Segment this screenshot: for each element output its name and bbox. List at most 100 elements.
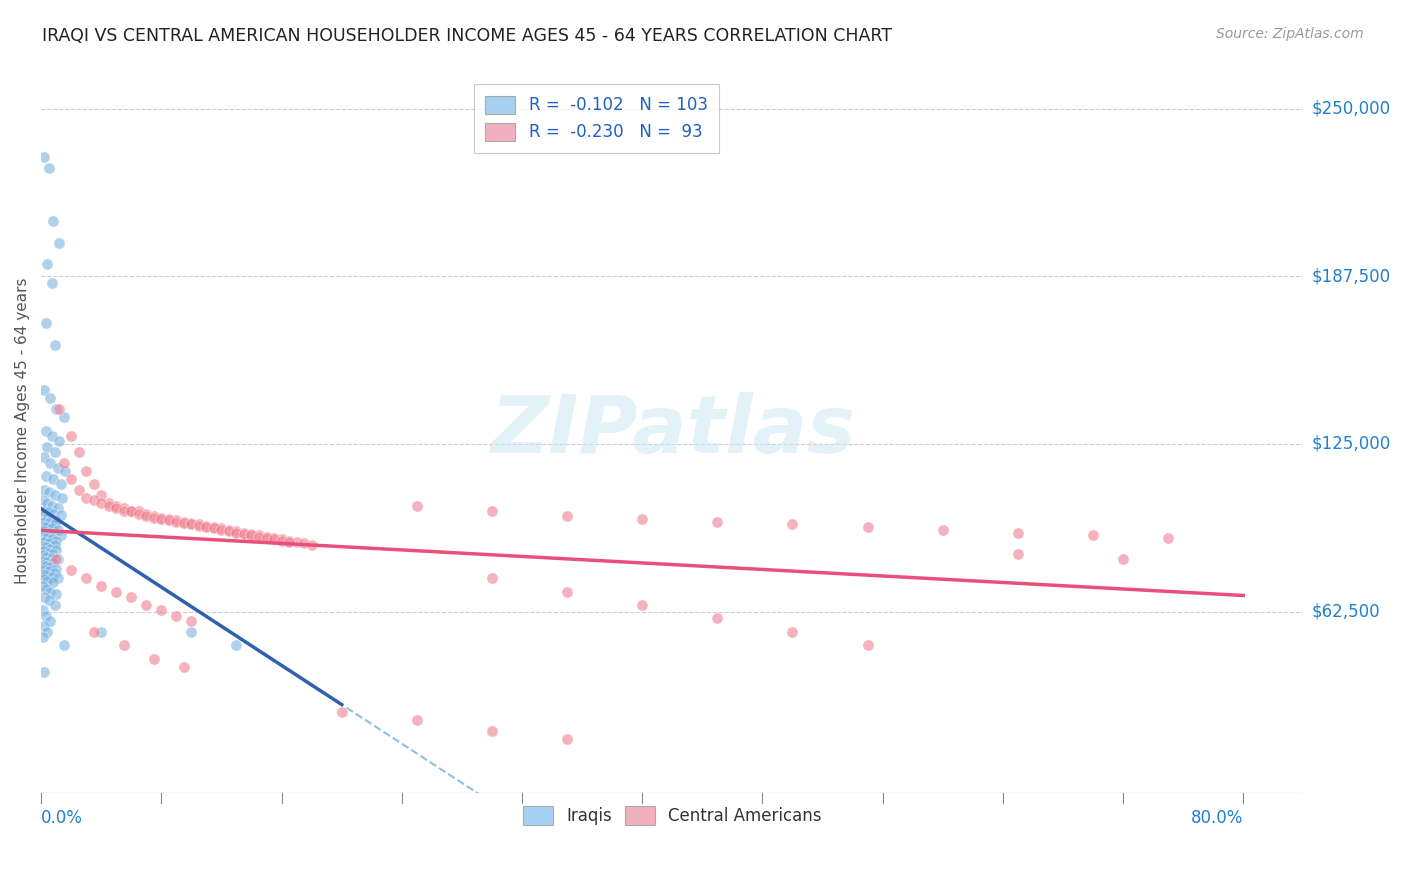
Point <box>42 547 65 561</box>
Point <box>218 524 240 538</box>
Point <box>46 571 69 585</box>
Point <box>782 517 804 532</box>
Point <box>83 624 105 639</box>
Point <box>32 590 55 604</box>
Point <box>150 510 173 524</box>
Point <box>52 410 75 425</box>
Point <box>481 504 503 518</box>
Point <box>60 429 83 443</box>
Point <box>38 536 60 550</box>
Text: Source: ZipAtlas.com: Source: ZipAtlas.com <box>1216 27 1364 41</box>
Point <box>75 491 97 505</box>
Point <box>187 517 209 532</box>
Point <box>782 624 804 639</box>
Point <box>256 531 278 545</box>
Point <box>44 598 66 612</box>
Text: $250,000: $250,000 <box>1312 100 1391 118</box>
Point <box>42 526 65 541</box>
Point <box>278 533 301 548</box>
Point <box>41 429 63 443</box>
Point <box>112 638 135 652</box>
Point <box>51 491 73 505</box>
Point <box>44 517 66 532</box>
Point <box>90 624 112 639</box>
Point <box>32 384 55 398</box>
Point <box>856 638 879 652</box>
Point <box>270 533 292 548</box>
Point <box>32 665 55 679</box>
Point <box>39 541 62 556</box>
Point <box>45 533 67 548</box>
Point <box>405 499 427 513</box>
Point <box>142 509 165 524</box>
Point <box>60 472 83 486</box>
Point <box>42 214 65 228</box>
Point <box>128 504 150 518</box>
Point <box>142 651 165 665</box>
Point <box>48 235 70 250</box>
Point <box>1007 547 1029 561</box>
Point <box>37 440 59 454</box>
Point <box>120 504 142 518</box>
Point <box>32 450 55 465</box>
Point <box>46 501 69 516</box>
Point <box>83 493 105 508</box>
Point <box>225 525 247 540</box>
Point <box>45 543 67 558</box>
Point <box>37 555 59 569</box>
Point <box>233 526 256 541</box>
Point <box>34 424 56 438</box>
Point <box>32 150 55 164</box>
Point <box>44 566 66 580</box>
Point <box>48 402 70 417</box>
Point <box>1157 531 1180 545</box>
Point <box>263 531 285 545</box>
Point <box>218 523 240 537</box>
Point <box>37 574 59 588</box>
Point <box>195 520 218 534</box>
Point <box>60 563 83 577</box>
Point <box>173 659 195 673</box>
Point <box>41 276 63 290</box>
Point <box>31 603 53 617</box>
Point <box>150 512 173 526</box>
Point <box>270 532 292 546</box>
Point <box>165 513 187 527</box>
Point <box>240 528 263 542</box>
Point <box>135 598 157 612</box>
Point <box>856 520 879 534</box>
Point <box>32 534 55 549</box>
Point <box>173 515 195 529</box>
Point <box>32 504 55 518</box>
Point <box>39 456 62 470</box>
Point <box>34 568 56 582</box>
Point <box>105 584 128 599</box>
Point <box>31 558 53 572</box>
Point <box>31 539 53 553</box>
Point <box>75 571 97 585</box>
Point <box>41 570 63 584</box>
Point <box>120 504 142 518</box>
Point <box>32 554 55 568</box>
Point <box>292 536 315 550</box>
Point <box>112 501 135 516</box>
Point <box>706 611 728 625</box>
Point <box>45 513 67 527</box>
Text: 80.0%: 80.0% <box>1191 809 1243 827</box>
Point <box>41 521 63 535</box>
Point <box>37 624 59 639</box>
Point <box>45 402 67 417</box>
Point <box>1112 552 1135 566</box>
Point <box>39 614 62 628</box>
Point <box>32 619 55 633</box>
Point <box>631 598 654 612</box>
Point <box>32 563 55 577</box>
Point <box>157 513 180 527</box>
Point <box>135 509 157 524</box>
Point <box>31 518 53 533</box>
Point <box>90 496 112 510</box>
Point <box>187 518 209 533</box>
Point <box>38 505 60 519</box>
Point <box>256 529 278 543</box>
Point <box>142 510 165 524</box>
